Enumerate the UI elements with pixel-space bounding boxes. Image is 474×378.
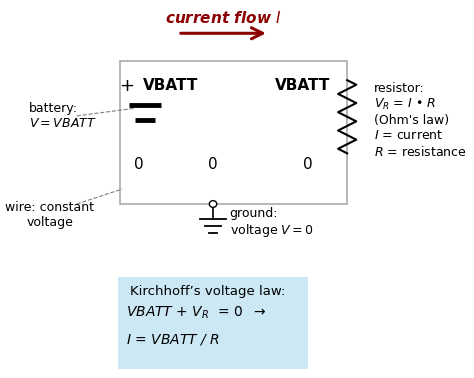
Text: VBATT: VBATT bbox=[275, 78, 330, 93]
Text: 0: 0 bbox=[208, 157, 218, 172]
Text: Kirchhoff’s voltage law:: Kirchhoff’s voltage law: bbox=[130, 285, 286, 297]
Text: battery:
$V=VBATT$: battery: $V=VBATT$ bbox=[29, 102, 97, 130]
Text: +: + bbox=[119, 77, 134, 95]
Text: 0: 0 bbox=[134, 157, 144, 172]
Circle shape bbox=[210, 201, 217, 208]
Text: 0: 0 bbox=[303, 157, 313, 172]
Text: current flow $I$: current flow $I$ bbox=[165, 10, 282, 26]
Text: $I$ = $VBATT$ / $R$: $I$ = $VBATT$ / $R$ bbox=[127, 332, 220, 347]
Text: $VBATT$ + $V_R$  = $0$  $\rightarrow$: $VBATT$ + $V_R$ = $0$ $\rightarrow$ bbox=[127, 305, 267, 321]
Text: ground:
voltage $V=0$: ground: voltage $V=0$ bbox=[229, 206, 313, 239]
Text: VBATT: VBATT bbox=[143, 78, 198, 93]
Text: resistor:
$V_R$ = $I$ • $R$
(Ohm's law)
$I$ = current
$R$ = resistance: resistor: $V_R$ = $I$ • $R$ (Ohm's law) … bbox=[374, 82, 467, 158]
Bar bbox=[118, 277, 308, 369]
Bar bbox=[120, 61, 347, 204]
Text: wire: constant
voltage: wire: constant voltage bbox=[6, 201, 94, 229]
